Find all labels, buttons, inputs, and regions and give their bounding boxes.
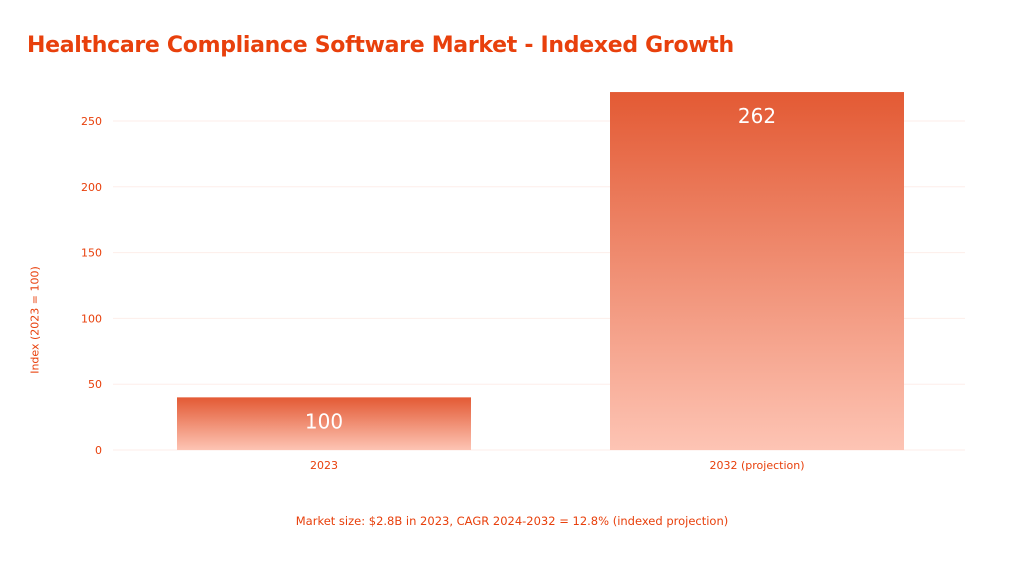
x-tick-label: 2023: [310, 459, 338, 472]
chart-title: Healthcare Compliance Software Market - …: [27, 33, 734, 58]
y-tick-label: 50: [88, 378, 102, 391]
y-tick-label: 100: [81, 312, 102, 325]
x-tick-label: 2032 (projection): [709, 459, 804, 472]
bar: [610, 92, 904, 450]
chart-footnote: Market size: $2.8B in 2023, CAGR 2024-20…: [295, 514, 729, 528]
y-tick-label: 250: [81, 115, 102, 128]
bar: [177, 397, 471, 450]
data-label: 100: [305, 409, 343, 433]
y-tick-label: 0: [95, 444, 102, 457]
data-label: 262: [738, 104, 776, 128]
y-tick-label: 150: [81, 247, 102, 260]
y-tick-label: 200: [81, 181, 102, 194]
